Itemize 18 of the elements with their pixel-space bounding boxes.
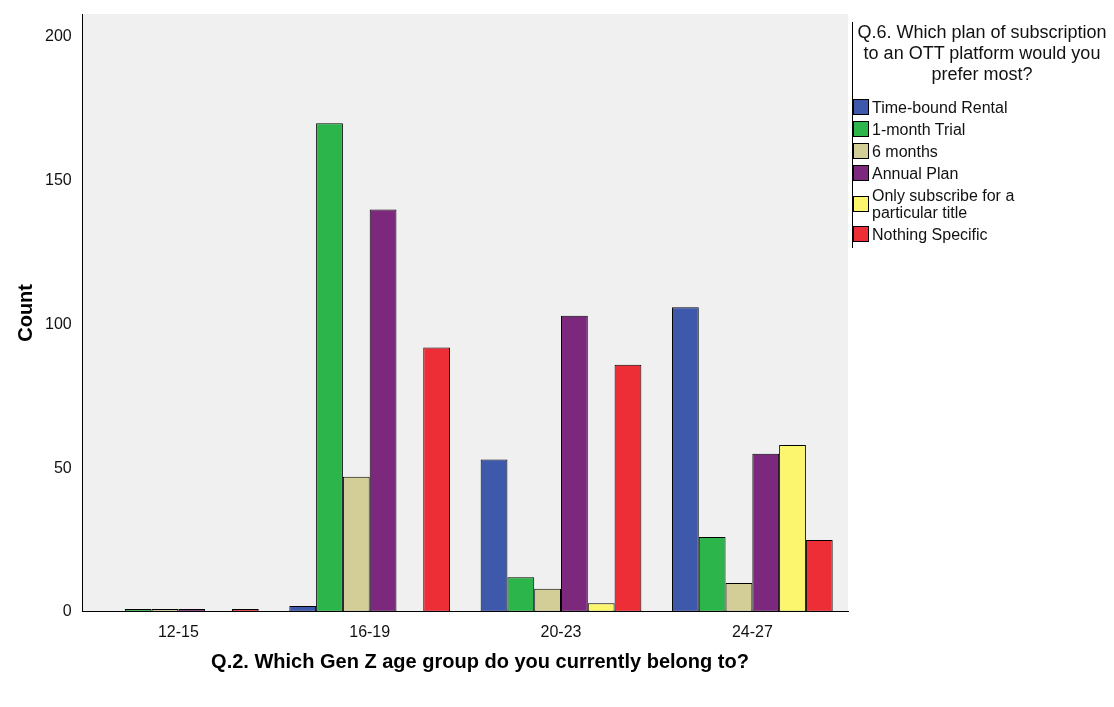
y-tick-label: 50 bbox=[53, 458, 72, 476]
y-tick-label: 150 bbox=[44, 171, 72, 189]
x-tick-label: 16-19 bbox=[349, 622, 391, 640]
legend-title: Q.6. Which plan of subscription to an OTT platform would you prefer most? bbox=[856, 22, 1108, 85]
y-axis-title: Count bbox=[13, 283, 36, 342]
legend-label: Annual Plan bbox=[872, 165, 960, 182]
x-axis-title: Q.2. Which Gen Z age group do you currently belong to? bbox=[210, 650, 750, 672]
legend-label: 1-month Trial bbox=[872, 121, 967, 138]
x-tick-label: 20-23 bbox=[540, 622, 582, 640]
x-tick-label: 24-27 bbox=[731, 622, 773, 640]
y-tick-label: 200 bbox=[44, 27, 72, 45]
y-tick-label: 0 bbox=[62, 602, 72, 620]
x-tick-label: 12-15 bbox=[157, 622, 199, 640]
y-tick-label: 100 bbox=[44, 314, 72, 332]
legend-label: Nothing Specific bbox=[872, 226, 989, 243]
legend-label: 6 months bbox=[872, 143, 939, 160]
legend-label: Only subscribe for a particular title bbox=[872, 187, 1016, 221]
legend-label: Time-bound Rental bbox=[872, 99, 1009, 116]
